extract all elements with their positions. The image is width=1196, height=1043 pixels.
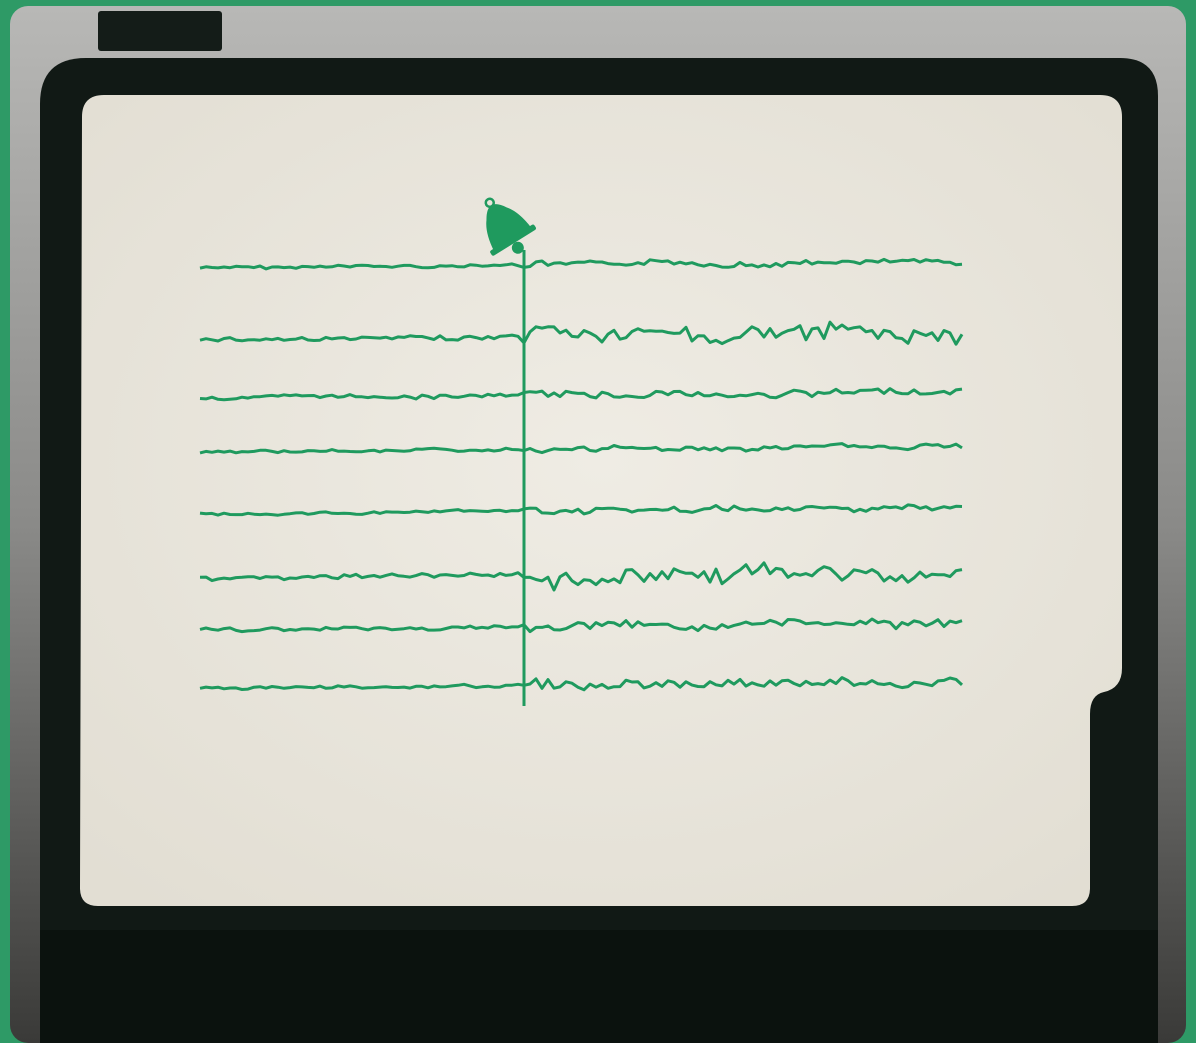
bezel-bottom	[40, 930, 1158, 1043]
screen	[80, 95, 1122, 906]
eeg-trace-3	[199, 387, 963, 402]
eeg-traces	[199, 257, 964, 692]
eeg-trace-1	[199, 257, 963, 271]
bell-icon	[484, 197, 536, 256]
eeg-trace-7	[199, 617, 963, 634]
eeg-trace-2	[199, 320, 964, 346]
monitor-tab	[98, 11, 222, 51]
eeg-trace-6	[199, 561, 963, 592]
eeg-trace-5	[199, 503, 963, 517]
eeg-trace-4	[199, 442, 963, 455]
eeg-trace-8	[199, 676, 964, 692]
